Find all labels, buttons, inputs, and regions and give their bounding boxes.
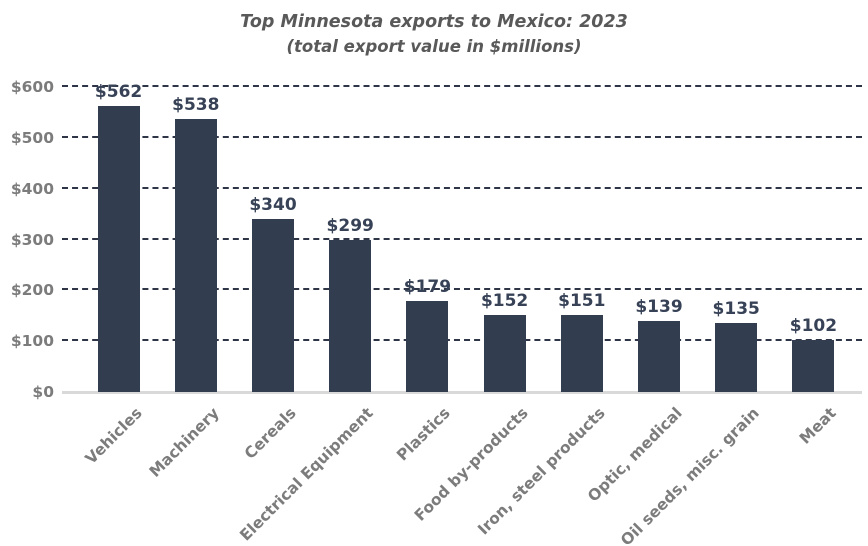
gridline	[62, 288, 862, 291]
x-axis-category-label: Iron, steel products	[474, 404, 609, 539]
y-axis-tick-label: $0	[32, 383, 54, 401]
x-axis-category-label: Meat	[796, 404, 841, 448]
bar-value-label: $152	[480, 290, 529, 311]
bar-slot: $299	[312, 87, 389, 392]
chart-subtitle: (total export value in $millions)	[286, 36, 582, 56]
y-axis-tick-label: $100	[10, 332, 54, 351]
bar	[174, 118, 217, 392]
bar-slot: $102	[775, 87, 852, 392]
bar	[560, 315, 603, 392]
y-axis-tick-label: $500	[10, 128, 54, 147]
gridline	[62, 135, 862, 138]
x-axis-category-label: Optic, medical	[584, 404, 686, 506]
bar	[792, 340, 835, 392]
bar-slot: $151	[543, 87, 620, 392]
x-axis-category-label: Electrical Equipment	[236, 404, 377, 545]
bar	[483, 314, 526, 392]
plot-area: $562 $538 $340 $299 $179 $152 $151 $139 $135 $102	[62, 82, 862, 394]
bar-slot: $139	[620, 87, 697, 392]
y-axis-tick-label: $200	[10, 281, 54, 300]
bar-slot: $135	[698, 87, 775, 392]
x-axis-category-label: Cereals	[241, 404, 300, 463]
bar-slot: $538	[157, 87, 234, 392]
bar	[638, 321, 681, 392]
chart-title: Top Minnesota exports to Mexico: 2023	[240, 12, 628, 32]
bar	[97, 106, 140, 392]
gridline	[62, 237, 862, 240]
bar	[252, 219, 294, 392]
bar-value-label: $299	[326, 216, 374, 237]
bar-value-label: $562	[94, 82, 143, 103]
bar-value-label: $102	[789, 316, 838, 337]
x-axis-category-label: Food by-products	[410, 404, 532, 525]
bar-slot: $152	[466, 87, 543, 392]
x-axis-category-label: Oil seeds, misc. grain	[617, 404, 763, 546]
gridline	[62, 186, 862, 189]
x-axis-category-label: Vehicles	[81, 404, 146, 468]
y-axis-tick-label: $600	[10, 78, 54, 96]
bar-slot: $562	[80, 82, 157, 392]
bar	[715, 323, 758, 392]
y-axis: $0 $100 $200 $300 $400 $500 $600	[0, 78, 54, 401]
x-axis: Vehicles Machinery Cereals Electrical Equip…	[80, 392, 852, 546]
chart-title-block: Top Minnesota exports to Mexico: 2023 (t…	[0, 10, 868, 58]
bar-slot: $340	[234, 87, 311, 392]
x-axis-baseline	[62, 391, 862, 394]
bar-value-label: $538	[172, 94, 220, 115]
bar	[329, 240, 372, 392]
x-axis-category-label: Plastics	[393, 404, 455, 465]
bar-value-label: $139	[635, 297, 683, 318]
gridline	[62, 85, 862, 87]
bar-value-label: $340	[249, 195, 297, 216]
bar-value-label: $151	[558, 291, 606, 312]
bar-slot: $179	[389, 87, 466, 392]
bars-row: $562 $538 $340 $299 $179 $152 $151 $139 $135 $102	[80, 82, 852, 392]
bar-value-label: $179	[403, 277, 452, 298]
x-axis-category-label: Machinery	[145, 404, 223, 481]
y-axis-tick-label: $400	[10, 179, 54, 198]
bar	[406, 301, 449, 392]
bar-value-label: $135	[712, 299, 760, 320]
gridline	[62, 339, 862, 342]
y-axis-tick-label: $300	[10, 230, 54, 249]
